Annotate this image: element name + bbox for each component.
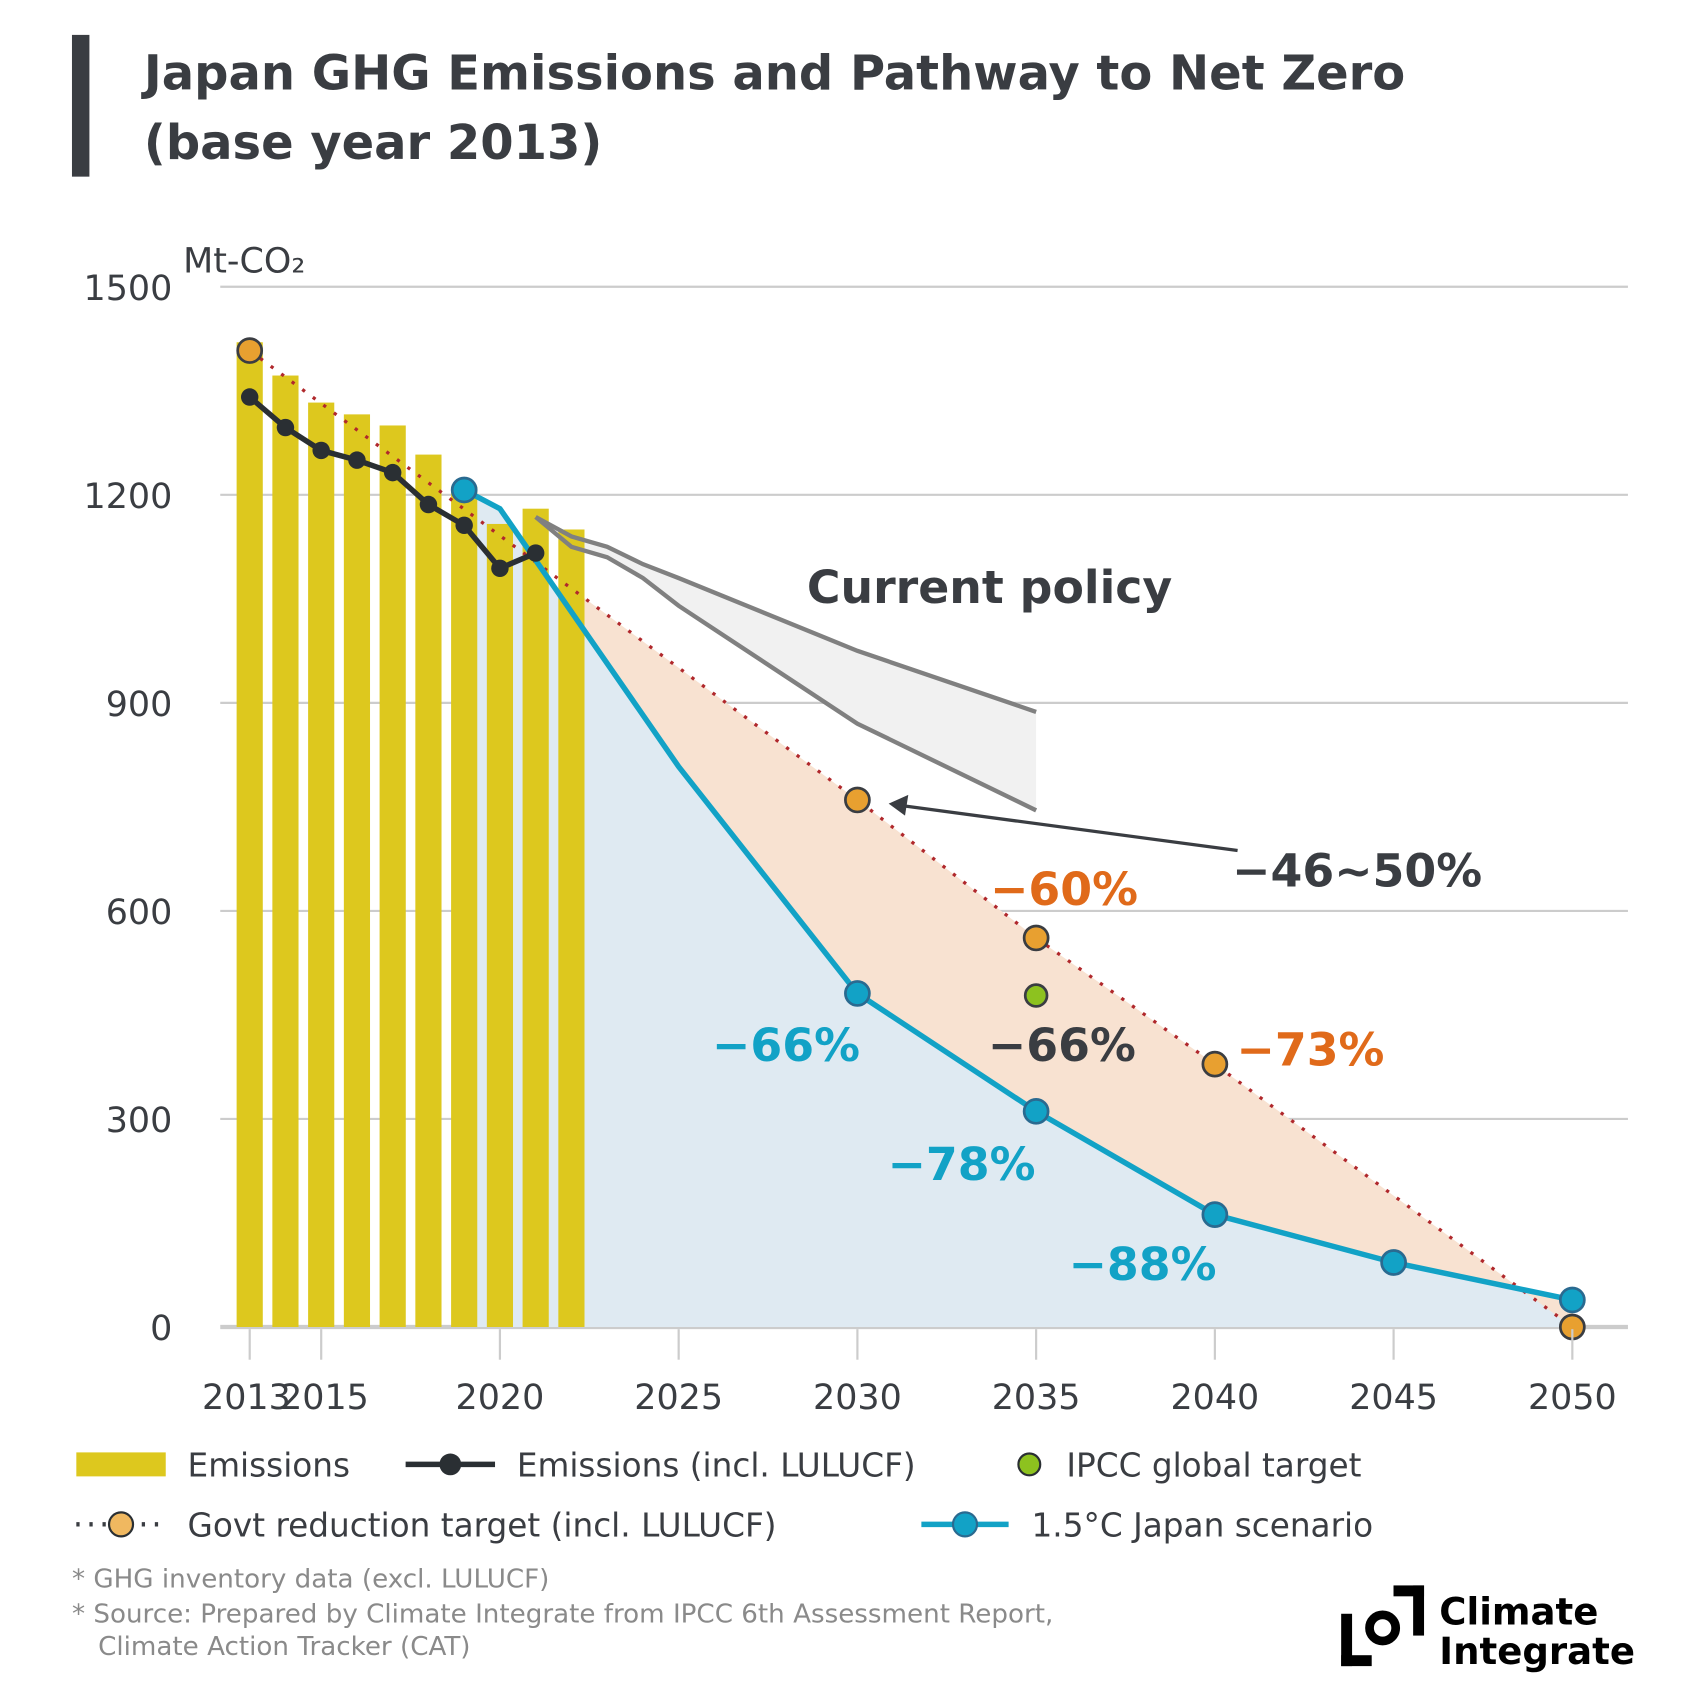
scenario-point [1201, 1201, 1229, 1229]
y-tick-label: 1500 [84, 269, 173, 309]
chart-subtitle: (base year 2013) [144, 115, 602, 171]
emissions-bar [379, 425, 406, 1327]
annotation-66-ipcc: −66% [988, 1018, 1136, 1072]
legend-swatch-1p5-dot [951, 1511, 979, 1538]
arrow-line [902, 804, 1238, 853]
note-source: * Source: Prepared by Climate Integrate … [72, 1599, 1053, 1629]
scenario-point [450, 476, 478, 504]
x-tick-label: 2025 [634, 1378, 723, 1418]
emissions-bar [558, 529, 585, 1327]
scenario-point [1558, 1286, 1586, 1314]
legend-emissions: Emissions [188, 1446, 351, 1484]
y-tick-label: 600 [106, 893, 173, 933]
current-policy-upper [534, 515, 1037, 714]
scenario-point [844, 980, 871, 1007]
annotation-66-blue: −66% [712, 1018, 860, 1072]
y-axis-label: Mt-CO₂ [183, 242, 305, 282]
note-source-cont: Climate Action Tracker (CAT) [98, 1632, 470, 1662]
emissions-bar [343, 414, 371, 1327]
ipcc-target-point [1023, 983, 1049, 1008]
legend-govt: Govt reduction target (incl. LULUCF) [188, 1506, 777, 1544]
lulucf-point [419, 495, 438, 514]
scenario-point [1022, 1097, 1050, 1125]
emissions-bar [486, 523, 514, 1327]
title-bar [71, 34, 90, 177]
x-tick-label: 2013 [202, 1378, 291, 1418]
emissions-bar [415, 454, 442, 1327]
chart-title: Japan GHG Emissions and Pathway to Net Z… [141, 45, 1405, 101]
legend-swatch-ipcc [1017, 1452, 1042, 1477]
legend-ipcc: IPCC global target [1066, 1446, 1361, 1484]
emissions-bar [236, 342, 263, 1327]
logo-line2: Integrate [1439, 1630, 1635, 1673]
y-tick-label: 0 [150, 1309, 172, 1349]
annotation-73: −73% [1236, 1022, 1384, 1076]
scenario-point [1380, 1249, 1407, 1276]
y-tick-label: 300 [106, 1101, 173, 1141]
lulucf-point [455, 516, 473, 535]
x-tick-label: 2015 [280, 1378, 369, 1418]
current-policy-lower [534, 515, 1038, 813]
govt-target-point [1022, 924, 1050, 952]
annotation-46-50: −46~50% [1232, 843, 1482, 897]
x-tick-label: 2035 [992, 1378, 1081, 1418]
lulucf-point [312, 441, 330, 460]
lulucf-point [526, 544, 545, 562]
note-inventory: * GHG inventory data (excl. LULUCF) [72, 1565, 549, 1595]
annotation-88: −88% [1069, 1237, 1217, 1291]
lulucf-point [240, 388, 259, 406]
y-tick-label: 900 [106, 685, 173, 725]
y-tick-label: 1200 [84, 477, 173, 517]
emissions-bar [308, 402, 335, 1327]
govt-target-point [1201, 1050, 1229, 1078]
annotation-78: −78% [888, 1137, 1036, 1191]
annotation-current-policy: Current policy [807, 560, 1173, 614]
lulucf-point [276, 418, 295, 437]
lulucf-point [491, 559, 509, 578]
scenario-area [464, 489, 1573, 1327]
legend-swatch-emissions [76, 1452, 166, 1477]
lulucf-point [348, 451, 366, 469]
x-tick-label: 2020 [456, 1378, 545, 1418]
legend-swatch-govt-dot [107, 1511, 135, 1538]
x-tick-label: 2050 [1528, 1378, 1617, 1418]
annotation-60: −60% [990, 862, 1138, 916]
emissions-bar [451, 486, 478, 1327]
arrow-head [888, 794, 909, 816]
x-tick-label: 2030 [813, 1378, 902, 1418]
legend-1p5: 1.5°C Japan scenario [1032, 1506, 1374, 1544]
govt-target-point [844, 786, 871, 814]
x-tick-label: 2045 [1349, 1378, 1438, 1418]
logo: Climate Integrate [1341, 1585, 1635, 1673]
logo-line1: Climate [1439, 1591, 1598, 1634]
x-tick-label: 2040 [1170, 1378, 1259, 1418]
govt-target-point [236, 337, 264, 364]
emissions-bar [522, 508, 549, 1327]
legend-lulucf: Emissions (incl. LULUCF) [517, 1446, 916, 1484]
lulucf-point [383, 463, 402, 482]
emissions-bar [272, 375, 299, 1327]
legend-swatch-lulucf-dot [439, 1453, 462, 1476]
